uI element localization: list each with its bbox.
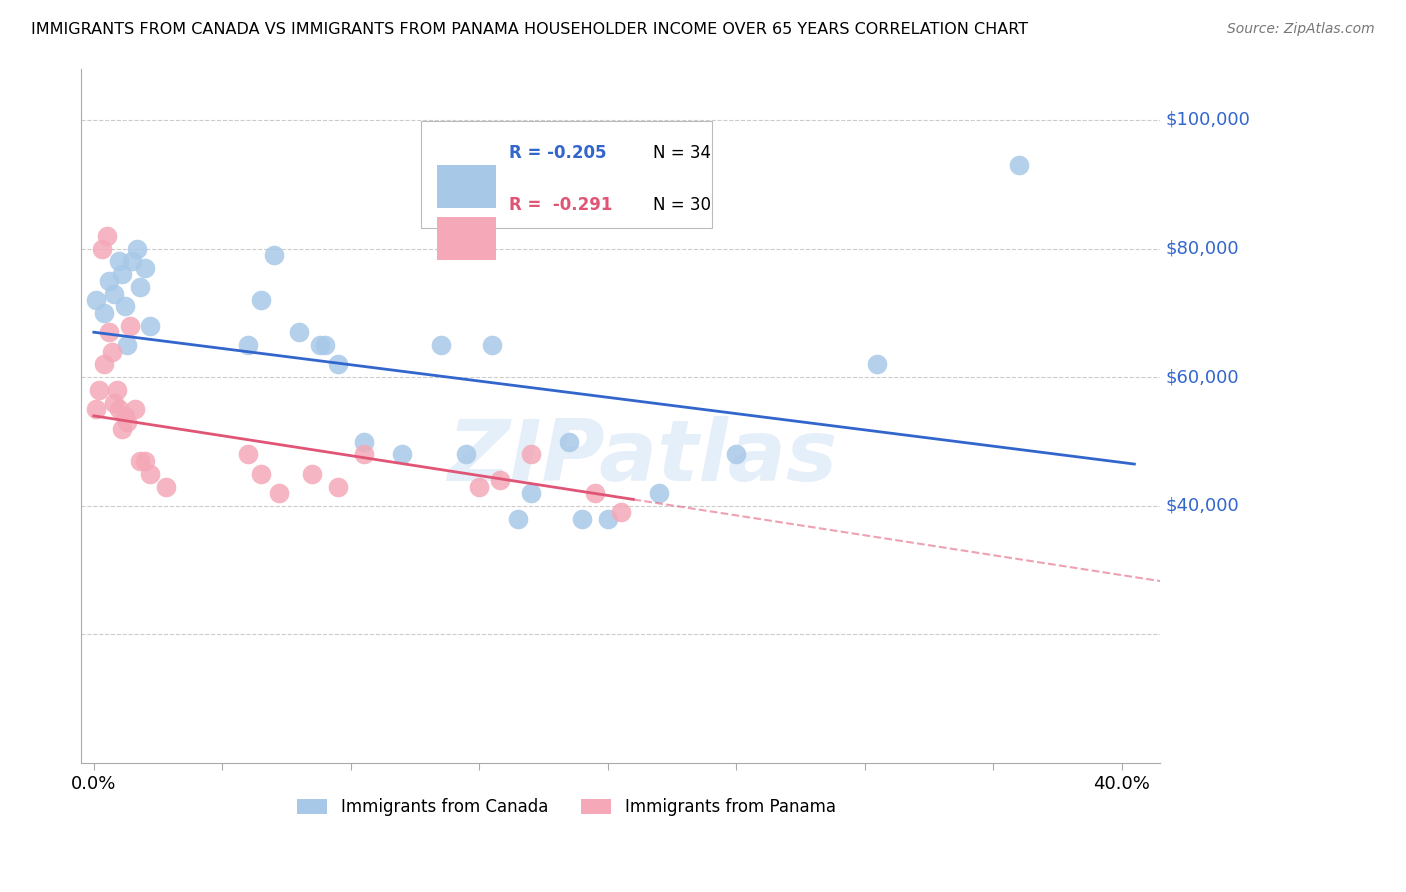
Text: R = -0.205: R = -0.205 [509, 144, 607, 162]
Point [115, 338, 138, 352]
Point [139, 467, 162, 481]
Point [314, 338, 336, 352]
Point [558, 434, 581, 449]
Text: ZIPatlas: ZIPatlas [447, 416, 837, 499]
Point [108, 402, 131, 417]
Point [114, 409, 136, 423]
Point [288, 325, 311, 339]
Point [93, 306, 115, 320]
Point [249, 293, 271, 307]
Point [155, 479, 177, 493]
Point [326, 357, 349, 371]
Point [596, 512, 619, 526]
Point [111, 422, 134, 436]
Point [488, 473, 510, 487]
Text: $40,000: $40,000 [1166, 497, 1239, 515]
Point [129, 454, 152, 468]
Point [481, 338, 503, 352]
Point [326, 479, 349, 493]
Point [127, 242, 149, 256]
Point [108, 254, 131, 268]
Point [301, 467, 323, 481]
Point [118, 318, 141, 333]
Point [648, 486, 671, 500]
Point [134, 454, 156, 468]
FancyBboxPatch shape [437, 165, 496, 209]
Point [456, 447, 478, 461]
Point [866, 357, 889, 371]
Text: Source: ZipAtlas.com: Source: ZipAtlas.com [1227, 22, 1375, 37]
Point [309, 338, 332, 352]
Point [124, 402, 146, 417]
Point [353, 447, 375, 461]
Point [571, 512, 593, 526]
Point [121, 254, 143, 268]
Point [111, 268, 134, 282]
Point [391, 447, 413, 461]
Point [583, 486, 606, 500]
Text: N = 30: N = 30 [652, 195, 711, 213]
Text: R =  -0.291: R = -0.291 [509, 195, 613, 213]
Point [267, 486, 290, 500]
FancyBboxPatch shape [437, 217, 496, 260]
Point [105, 383, 128, 397]
Legend: Immigrants from Canada, Immigrants from Panama: Immigrants from Canada, Immigrants from … [290, 789, 844, 824]
Text: $100,000: $100,000 [1166, 111, 1250, 129]
Point [93, 357, 115, 371]
Point [519, 447, 541, 461]
Point [609, 505, 631, 519]
Point [725, 447, 748, 461]
Point [87, 383, 110, 397]
Text: IMMIGRANTS FROM CANADA VS IMMIGRANTS FROM PANAMA HOUSEHOLDER INCOME OVER 65 YEAR: IMMIGRANTS FROM CANADA VS IMMIGRANTS FRO… [31, 22, 1028, 37]
Point [353, 434, 375, 449]
Point [96, 228, 118, 243]
Point [101, 344, 124, 359]
Point [103, 286, 125, 301]
Point [103, 396, 125, 410]
Point [129, 280, 152, 294]
Point [115, 415, 138, 429]
Point [139, 318, 162, 333]
Point [1008, 158, 1031, 172]
Text: N = 34: N = 34 [652, 144, 711, 162]
Point [249, 467, 271, 481]
Point [134, 260, 156, 275]
Point [506, 512, 529, 526]
Point [86, 402, 108, 417]
FancyBboxPatch shape [420, 120, 713, 228]
Point [468, 479, 491, 493]
Point [519, 486, 541, 500]
Point [236, 338, 259, 352]
Point [114, 300, 136, 314]
Point [90, 242, 112, 256]
Point [236, 447, 259, 461]
Point [429, 338, 451, 352]
Text: $80,000: $80,000 [1166, 240, 1239, 258]
Text: $60,000: $60,000 [1166, 368, 1239, 386]
Point [86, 293, 108, 307]
Point [98, 325, 121, 339]
Point [98, 274, 121, 288]
Point [263, 248, 285, 262]
